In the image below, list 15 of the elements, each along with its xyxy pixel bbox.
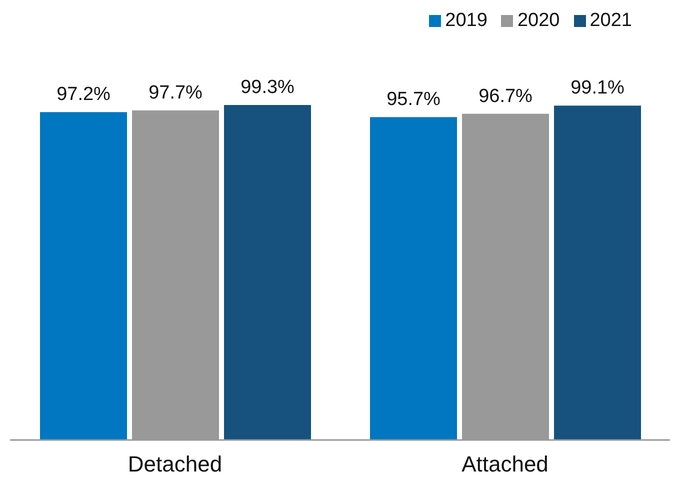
- data-label: 99.3%: [240, 77, 295, 98]
- data-label: 96.7%: [478, 86, 533, 107]
- data-label: 95.7%: [386, 89, 441, 110]
- legend-label: 2021: [590, 10, 632, 32]
- bar: [554, 106, 641, 440]
- bar: [40, 112, 127, 440]
- legend-label: 2020: [517, 10, 560, 32]
- data-label: 97.7%: [148, 82, 203, 104]
- bar: [224, 105, 311, 440]
- data-label: 97.2%: [56, 84, 111, 106]
- x-tick-label: Detached: [128, 452, 222, 477]
- legend-label: 2019: [445, 10, 488, 32]
- bar: [370, 117, 457, 440]
- x-tick-label: Attached: [462, 452, 548, 477]
- data-label: 99.1%: [570, 78, 625, 99]
